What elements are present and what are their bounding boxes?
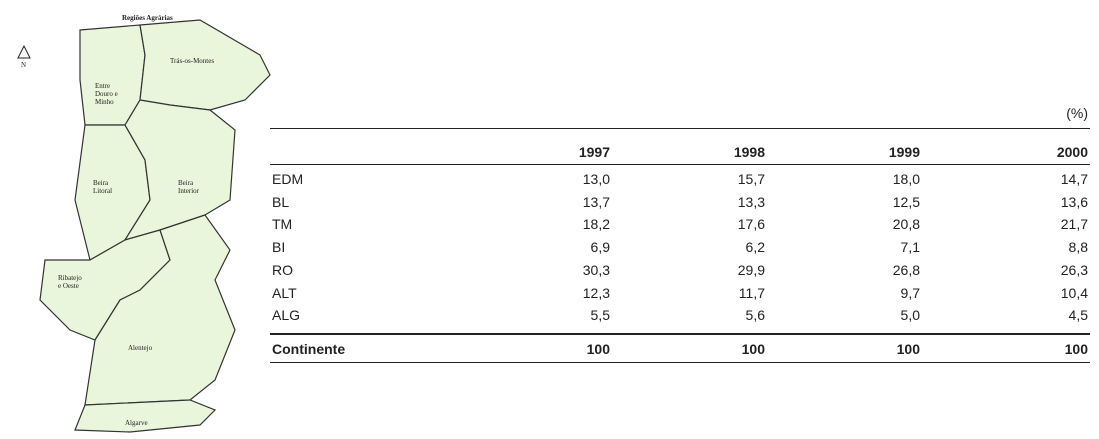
region-label: Minho	[95, 98, 114, 106]
table-cell: 7,1	[900, 239, 920, 256]
table-cell: 5,5	[590, 307, 610, 324]
north-arrow	[17, 44, 31, 59]
table-cell: 13,0	[582, 171, 610, 187]
region-label: Beira	[178, 179, 194, 187]
region-label: Beira	[93, 179, 109, 187]
region-TM	[139, 19, 271, 111]
row-label: BL	[272, 193, 290, 210]
region-label: Ribatejo	[58, 274, 82, 282]
region-BI	[123, 99, 236, 242]
row-label: RO	[272, 261, 293, 278]
region-label: Entre	[95, 82, 110, 90]
region-label: Alentejo	[128, 344, 153, 352]
table-cell: 18,0	[892, 171, 920, 187]
table-cell: 13,6	[1060, 193, 1088, 210]
table-cell: 17,6	[737, 216, 765, 233]
row-label: TM	[272, 216, 293, 233]
north-label: N	[21, 61, 26, 69]
row-label: BI	[272, 239, 286, 256]
table-cell: 5,0	[900, 307, 920, 324]
row-label: EDM	[272, 171, 304, 187]
region-label: Algarve	[125, 419, 148, 427]
table-cell: 13,3	[737, 193, 765, 210]
table-cell: 12,3	[582, 284, 610, 301]
table-cell: 15,7	[737, 171, 765, 187]
table-cell: 100	[896, 341, 920, 357]
table-cell: 26,3	[1060, 261, 1088, 278]
table-cell: 29,9	[737, 261, 765, 278]
region-label: Douro e	[95, 90, 118, 98]
table-cell: 5,6	[745, 307, 765, 324]
table-cell: 1999	[888, 144, 920, 160]
table-cell: 14,7	[1060, 171, 1088, 187]
row-label: Continente	[272, 341, 346, 357]
table-cell: 18,2	[582, 216, 610, 233]
table-cell: 9,7	[900, 284, 920, 301]
map-title: Regiões Agrárias	[122, 14, 173, 22]
table-cell: 10,4	[1060, 284, 1088, 301]
table-cell: 21,7	[1060, 216, 1088, 233]
table-cell: 1997	[578, 144, 610, 160]
table-rule	[270, 128, 1090, 129]
region-label: e Oeste	[58, 282, 79, 290]
table-cell: 1998	[733, 144, 765, 160]
table-cell: 11,7	[738, 284, 765, 301]
table-cell: 12,5	[892, 193, 920, 210]
table-cell: (%)	[1066, 105, 1088, 121]
table-cell: 26,8	[892, 261, 920, 278]
table-cell: 100	[741, 341, 765, 357]
table-cell: 30,3	[582, 261, 610, 278]
table-cell: 2000	[1056, 144, 1088, 160]
region-label: Interior	[178, 187, 200, 195]
table-rule	[270, 362, 1090, 363]
table-cell: 100	[586, 341, 610, 357]
table-cell: 8,8	[1068, 239, 1088, 256]
table-cell: 100	[1064, 341, 1088, 357]
region-label: Litoral	[93, 187, 112, 195]
row-label: ALT	[272, 284, 297, 301]
region-label: Trás-os-Montes	[170, 57, 214, 65]
table-cell: 20,8	[892, 216, 920, 233]
table-cell: 4,5	[1068, 307, 1088, 324]
region-ALG	[74, 399, 217, 433]
table-cell: 6,2	[745, 239, 765, 256]
table-cell: 6,9	[590, 239, 610, 256]
table-rule	[270, 333, 1090, 335]
table-cell: 13,7	[582, 193, 610, 210]
table-rule	[270, 164, 1090, 165]
row-label: ALG	[272, 307, 301, 324]
